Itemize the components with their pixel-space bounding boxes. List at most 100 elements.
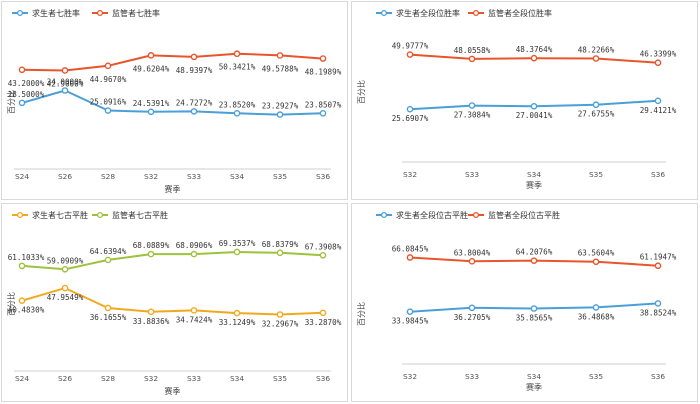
data-label: 61.1033% [8,253,45,262]
data-label: 63.5604% [578,249,615,258]
data-label: 44.9670% [90,75,127,84]
data-point [654,59,662,67]
data-label: 49.6204% [133,64,170,73]
x-tick-label: S34 [527,372,541,381]
data-point [104,256,112,264]
data-point [468,55,476,63]
data-point [530,257,538,264]
legend-marker [96,211,104,219]
data-point [190,108,198,115]
data-label: 68.0889% [133,241,170,250]
legend-marker [16,9,24,17]
data-label: 33.2870% [305,318,342,327]
y-axis-title: 百分比 [6,90,16,114]
data-point [319,110,327,117]
series-line [21,52,324,72]
data-label: 24.5391% [133,99,170,108]
series-line [21,89,324,116]
series-line [21,287,324,316]
legend-label: 监管者七古平胜 [112,210,168,220]
line-chart-all-rank-win-rate: S32 S33 S34 S35 S36 赛季 百分比 25.6907% 27.3084% 27.0… [356,8,677,190]
data-point [406,254,414,261]
data-point [147,108,155,116]
data-point [654,300,662,307]
data-label: 42.9000% [47,79,84,88]
data-point [530,54,538,62]
data-label: 49.9777% [392,42,429,51]
data-point [654,262,662,270]
data-label: 64.2076% [516,248,553,257]
series-line [21,251,324,271]
data-point [468,102,476,109]
data-point [147,308,155,316]
data-point [18,297,26,304]
x-tick-label: S26 [58,374,72,383]
x-tick-label: S32 [403,170,417,179]
data-label: 28.5000% [8,90,45,99]
data-point [190,250,198,258]
legend-label: 求生者全段位古平胜 [396,210,468,220]
data-point [406,308,414,315]
x-tick-label: S35 [589,372,603,381]
x-tick-label: S34 [230,374,244,383]
data-label: 67.3908% [305,242,342,251]
data-point [233,110,241,117]
legend-marker [16,211,24,219]
data-label: 25.0916% [90,98,127,107]
data-point [319,309,327,317]
x-tick-label: S33 [465,372,479,381]
chart-panel-bottom-left: S24 S26 S28 S32 S33 S34 S35 S36 赛季 百分比 40.4830% 47.… [1,203,348,402]
data-label: 23.2927% [262,102,299,111]
data-point [276,52,284,59]
data-label: 27.6755% [578,110,615,119]
data-label: 46.3399% [640,50,677,59]
data-label: 47.9549% [47,293,84,302]
chart-panel-top-left: S24 S26 S28 S32 S33 S34 S35 S36 赛季 百分比 28.5000% 34.… [1,1,348,200]
y-axis-title: 百分比 [356,80,366,104]
legend-label: 求生者七古平胜 [32,210,88,220]
x-tick-label: S33 [187,374,201,383]
data-point [61,284,69,292]
data-label: 36.1655% [90,313,127,322]
data-point [654,97,662,105]
data-label: 25.6907% [392,114,429,123]
data-label: 23.8507% [305,100,342,109]
data-label: 33.8836% [133,317,170,326]
data-label: 35.8565% [516,313,553,322]
data-point [592,101,600,109]
x-axis-title: 赛季 [165,386,181,396]
data-label: 64.6394% [90,247,127,256]
data-label: 48.1989% [305,68,342,77]
data-point [530,305,538,312]
data-label: 61.1947% [640,253,677,262]
data-point [468,304,476,312]
data-label: 49.5788% [262,64,299,73]
x-tick-label: S35 [273,172,287,181]
data-point [190,307,198,314]
line-chart-seven-win-rate: S24 S26 S28 S32 S33 S34 S35 S36 赛季 百分比28.5000%34.… [6,8,342,194]
data-point [61,87,69,94]
data-label: 36.2705% [454,313,491,322]
data-label: 27.0041% [516,111,553,120]
data-point [104,304,112,312]
y-axis-title: 百分比 [356,302,366,326]
data-point [18,66,26,74]
x-tick-label: S34 [230,172,244,181]
x-tick-label: S32 [144,374,158,383]
data-label: 33.1249% [219,318,256,327]
data-point [18,262,26,270]
legend-marker [96,9,104,17]
data-point [61,67,69,74]
data-point [190,53,198,61]
legend-label: 监管者七胜率 [112,8,160,18]
x-tick-label: S28 [101,374,115,383]
data-label: 68.0906% [176,241,213,250]
data-point [406,105,414,113]
legend-marker [472,9,480,17]
data-point [406,51,414,58]
data-point [147,52,155,59]
data-label: 66.0845% [392,244,429,253]
x-tick-label: S35 [589,170,603,179]
data-label: 23.8520% [219,100,256,109]
x-tick-label: S28 [101,172,115,181]
